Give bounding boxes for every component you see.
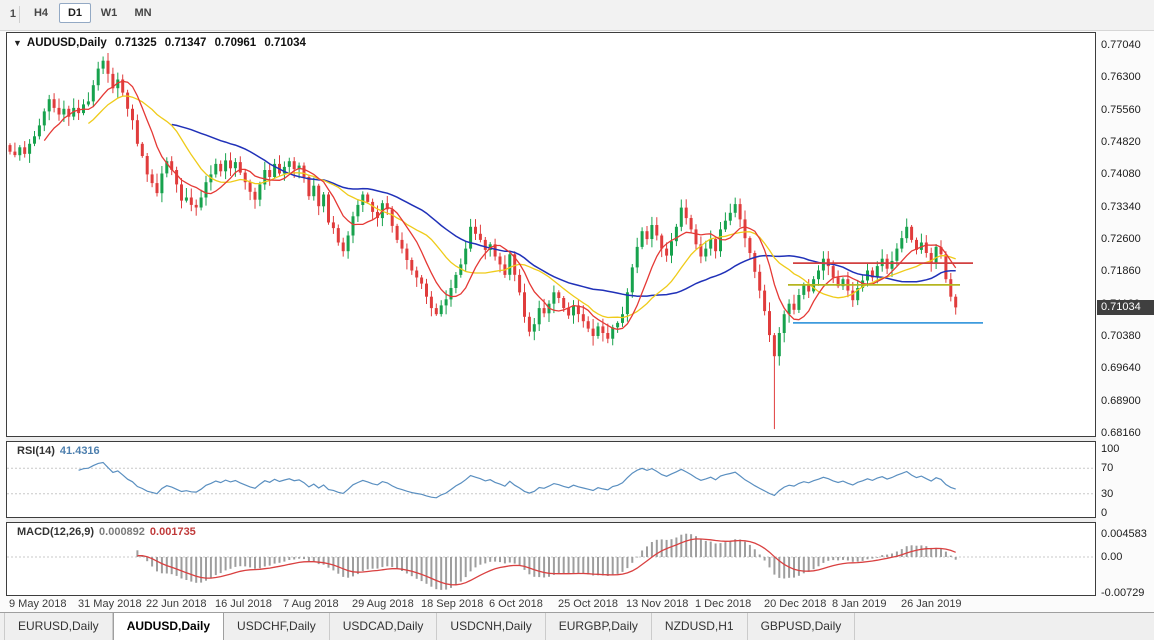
chart-tab-usdcnh-daily[interactable]: USDCNH,Daily (437, 613, 546, 640)
macd-axis-label: -0.00729 (1101, 587, 1145, 599)
ohlc-low: 0.70961 (214, 37, 257, 49)
chart-tabs-bar: EURUSD,Daily AUDUSD,Daily USDCHF,Daily USDC… (0, 612, 1154, 640)
chart-tab-audusd-daily[interactable]: AUDUSD,Daily (112, 613, 225, 640)
price-axis-label: 0.77040 (1101, 39, 1141, 51)
period-buttons-group: H4 D1 W1 MN (24, 3, 160, 23)
date-axis-label: 16 Jul 2018 (215, 598, 272, 610)
price-axis-label: 0.73340 (1101, 201, 1141, 213)
symbol-label: AUDUSD,Daily (26, 37, 107, 49)
price-axis-label: 0.68160 (1101, 427, 1141, 439)
period-button-d1[interactable]: D1 (59, 3, 91, 23)
ohlc-open: 0.71325 (115, 37, 157, 49)
price-axis-label: 0.72600 (1101, 233, 1141, 245)
period-button-mn[interactable]: MN (134, 7, 152, 19)
chart-tab-usdchf-daily[interactable]: USDCHF,Daily (224, 613, 330, 640)
period-button-clipped[interactable]: 1 (9, 8, 16, 20)
rsi-chart[interactable] (7, 442, 1095, 517)
date-axis-label: 26 Jan 2019 (901, 598, 962, 610)
chart-tab-eurusd-daily[interactable]: EURUSD,Daily (4, 613, 113, 640)
macd-histogram (136, 533, 957, 590)
date-axis-label: 22 Jun 2018 (146, 598, 207, 610)
rsi-axis-label: 100 (1101, 443, 1120, 455)
macd-label: MACD(12,26,9) 0.000892 0.001735 (17, 526, 196, 538)
chart-tab-usdcad-daily[interactable]: USDCAD,Daily (330, 613, 438, 640)
macd-pane[interactable]: MACD(12,26,9) 0.000892 0.001735 (6, 522, 1096, 596)
rsi-label: RSI(14) 41.4316 (17, 445, 100, 457)
date-axis-label: 31 May 2018 (78, 598, 142, 610)
price-axis-label: 0.74080 (1101, 168, 1141, 180)
date-axis-label: 8 Jan 2019 (832, 598, 887, 610)
date-axis-label: 29 Aug 2018 (352, 598, 414, 610)
price-axis-label: 0.68900 (1101, 395, 1141, 407)
date-axis-label: 13 Nov 2018 (626, 598, 689, 610)
macd-axis-label: 0.00 (1101, 551, 1123, 563)
ohlc-readout: ▼ AUDUSD,Daily 0.71325 0.71347 0.70961 0.… (13, 37, 311, 49)
macd-chart[interactable] (7, 523, 1095, 595)
rsi-line (78, 461, 956, 499)
chart-tab-eurgbp-daily[interactable]: EURGBP,Daily (546, 613, 652, 640)
main-chart-pane[interactable]: ▼ AUDUSD,Daily 0.71325 0.71347 0.70961 0.… (6, 32, 1096, 437)
ohlc-high: 0.71347 (164, 37, 207, 49)
macd-signal-line (137, 538, 956, 586)
rsi-pane[interactable]: RSI(14) 41.4316 (6, 441, 1096, 518)
rsi-axis-label: 30 (1101, 488, 1114, 500)
pane-splitter[interactable] (6, 437, 1096, 441)
ohlc-close: 0.71034 (264, 37, 306, 49)
date-axis-label: 1 Dec 2018 (695, 598, 752, 610)
ma-red-line (43, 80, 957, 330)
periods-toolbar: 1 H4 D1 W1 MN (0, 0, 1154, 31)
chart-tab-gbpusd-daily[interactable]: GBPUSD,Daily (748, 613, 856, 640)
price-axis-label: 0.70380 (1101, 330, 1141, 342)
rsi-axis-label: 0 (1101, 507, 1108, 519)
date-axis-label: 20 Dec 2018 (764, 598, 827, 610)
one-click-trading-toggle[interactable]: ▼ (13, 38, 22, 48)
candles-layer (8, 53, 958, 430)
date-axis-label: 9 May 2018 (9, 598, 67, 610)
date-axis-label: 18 Sep 2018 (421, 598, 484, 610)
macd-axis-label: 0.004583 (1101, 528, 1147, 540)
chart-tab-nzdusd-h1[interactable]: NZDUSD,H1 (652, 613, 748, 640)
date-axis-label: 25 Oct 2018 (558, 598, 618, 610)
pane-splitter[interactable] (6, 518, 1096, 522)
period-button-w1[interactable]: W1 (100, 7, 118, 19)
toolbar-separator (19, 6, 20, 23)
price-axis-label: 0.69640 (1101, 362, 1141, 374)
price-axis-label: 0.76300 (1101, 71, 1141, 83)
price-axis-label: 0.75560 (1101, 104, 1141, 116)
candlestick-chart[interactable] (7, 33, 1095, 436)
price-axis-label: 0.74820 (1101, 136, 1141, 148)
date-axis-label: 6 Oct 2018 (489, 598, 543, 610)
rsi-axis-label: 70 (1101, 462, 1114, 474)
date-axis-label: 7 Aug 2018 (283, 598, 339, 610)
current-price-badge: 0.71034 (1097, 300, 1154, 315)
price-axis-label: 0.71860 (1101, 265, 1141, 277)
period-button-h4[interactable]: H4 (33, 7, 49, 19)
